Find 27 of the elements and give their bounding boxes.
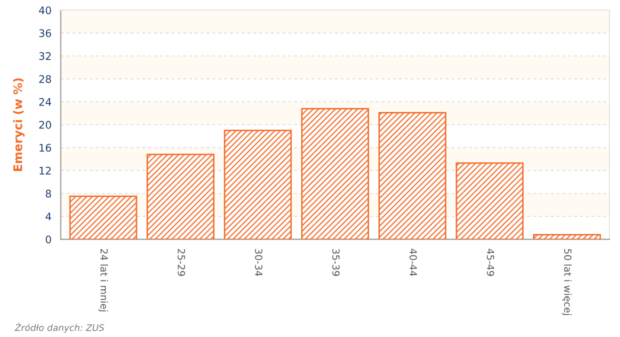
y-tick-label: 36 bbox=[39, 29, 52, 38]
y-tick-label: 32 bbox=[39, 52, 51, 60]
bar bbox=[456, 162, 524, 240]
x-tick-label: 24 lat i mniej bbox=[98, 249, 108, 312]
x-tick-label: 35-39 bbox=[332, 249, 340, 276]
text: Źródło danych: ZUS bbox=[14, 322, 104, 333]
bar bbox=[533, 234, 601, 240]
y-tick-label: 28 bbox=[39, 75, 52, 83]
y-tick-label: 0 bbox=[46, 235, 52, 244]
x-tick-label: 50 lat i więcej bbox=[562, 249, 572, 315]
y-tick-label: 12 bbox=[40, 166, 51, 174]
y-axis-title: Emeryci (w %) bbox=[13, 78, 25, 171]
x-tick-label: 25-29 bbox=[178, 249, 186, 276]
y-tick-label: 16 bbox=[40, 144, 52, 152]
y-tick-label: 8 bbox=[46, 190, 52, 198]
x-tick-label: 40-44 bbox=[410, 248, 417, 276]
y-tick-label: 20 bbox=[39, 120, 52, 129]
y-tick-label: 40 bbox=[38, 6, 52, 14]
bar bbox=[146, 154, 214, 240]
bar bbox=[378, 112, 446, 240]
x-tick-label: 30-34 bbox=[255, 249, 262, 276]
y-tick-label: 4 bbox=[46, 212, 52, 220]
bar bbox=[301, 108, 370, 240]
x-tick-label: 45-49 bbox=[486, 248, 494, 276]
bar bbox=[69, 196, 138, 240]
y-tick-label: 24 bbox=[39, 98, 52, 106]
bar bbox=[224, 130, 292, 240]
